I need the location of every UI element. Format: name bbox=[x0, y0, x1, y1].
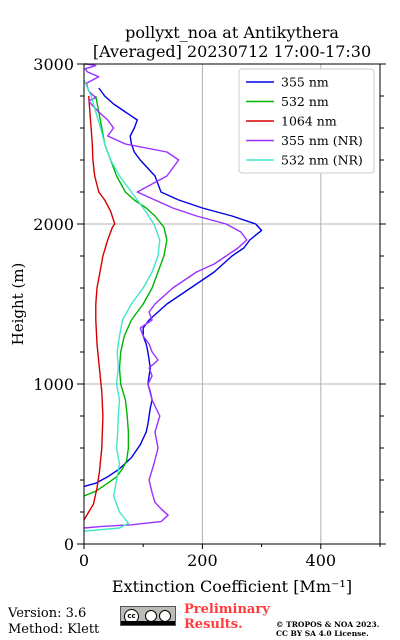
series-line-1064-nm bbox=[83, 95, 116, 521]
y-tick-label: 0 bbox=[64, 535, 74, 554]
x-tick-label: 400 bbox=[306, 551, 337, 570]
copyright-line-1: © TROPOS & NOA 2023. bbox=[276, 620, 380, 629]
cc-license-badge: cc bbox=[120, 606, 176, 626]
x-axis-label: Extinction Coefficient [Mm⁻¹] bbox=[112, 577, 352, 596]
chart-subtitle: [Averaged] 20230712 17:00-17:30 bbox=[93, 42, 371, 61]
y-tick-label: 3000 bbox=[33, 55, 74, 74]
version-text: Version: 3.6 bbox=[8, 606, 87, 621]
legend-label: 532 nm bbox=[281, 94, 329, 109]
legend: 355 nm 532 nm 1064 nm 355 nm (NR) 532 nm (NR… bbox=[238, 68, 375, 174]
method-text: Method: Klett bbox=[8, 622, 100, 637]
legend-box bbox=[238, 68, 375, 174]
chart-title: pollyxt_noa at Antikythera bbox=[125, 23, 339, 42]
legend-label: 1064 nm bbox=[281, 114, 337, 129]
preliminary-line-1: Preliminary bbox=[184, 602, 270, 617]
copyright-notice: © TROPOS & NOA 2023. CC BY SA 4.0 Licens… bbox=[276, 620, 379, 638]
y-tick-label: 1000 bbox=[33, 375, 74, 394]
x-tick-label: 0 bbox=[79, 551, 89, 570]
legend-label: 355 nm (NR) bbox=[281, 133, 363, 148]
series-line-532-nm bbox=[83, 95, 168, 497]
y-axis-label: Height (m) bbox=[9, 263, 27, 346]
legend-label: 532 nm (NR) bbox=[281, 153, 363, 168]
extinction-profile-chart: pollyxt_noa at Antikythera [Averaged] 20… bbox=[9, 23, 386, 596]
preliminary-notice: Preliminary Results. bbox=[184, 602, 270, 632]
axis-ticks: 0 200 400 0 1000 2000 3000 bbox=[33, 55, 386, 570]
plot-frame bbox=[83, 63, 381, 545]
series-line-532-nm-nr bbox=[83, 79, 161, 532]
legend-label: 355 nm bbox=[281, 75, 329, 90]
preliminary-line-2: Results. bbox=[184, 617, 243, 632]
series-line-355-nm-nr bbox=[83, 63, 248, 529]
y-tick-label: 2000 bbox=[33, 215, 74, 234]
copyright-line-2: CC BY SA 4.0 License. bbox=[276, 629, 369, 638]
series-layer bbox=[83, 63, 263, 532]
series-line-355-nm bbox=[83, 87, 263, 488]
x-tick-label: 200 bbox=[187, 551, 218, 570]
badge-strip bbox=[121, 621, 175, 625]
